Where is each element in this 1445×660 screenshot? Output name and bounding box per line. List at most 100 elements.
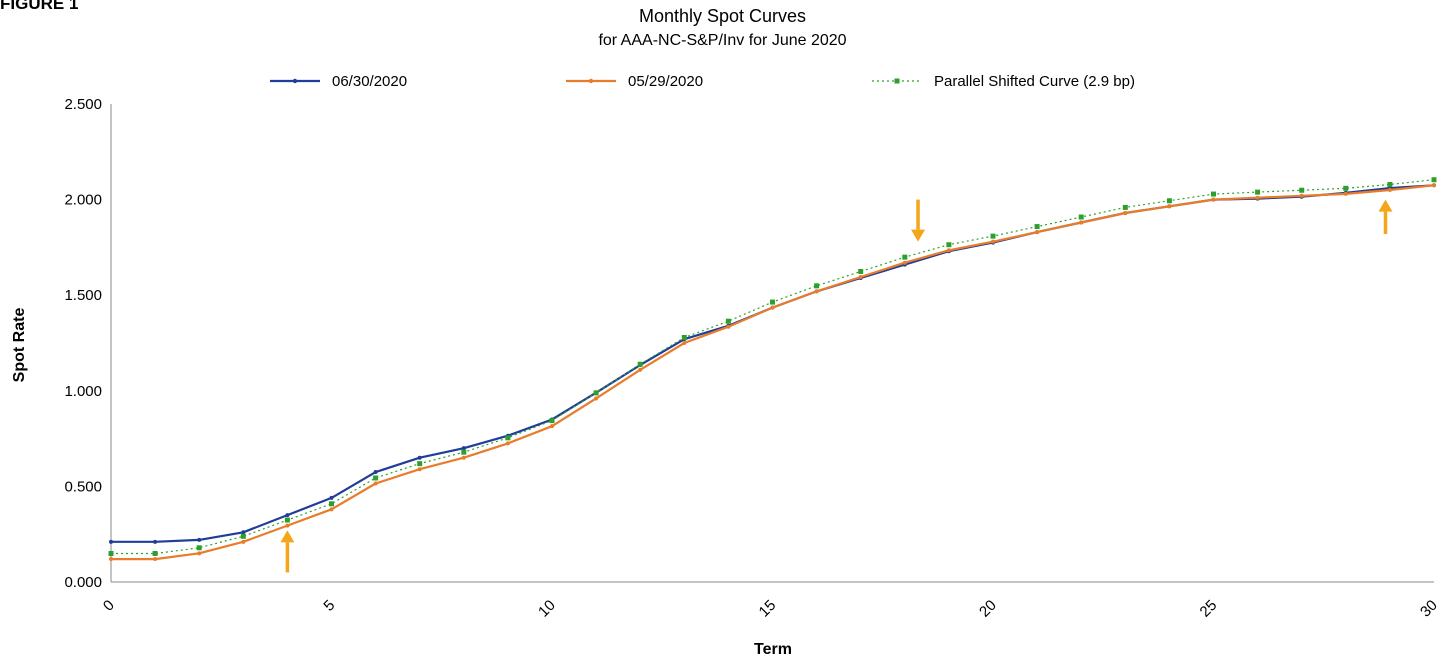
- data-point: [990, 233, 996, 239]
- data-point: [417, 467, 422, 472]
- data-point: [329, 501, 334, 507]
- legend-label: 06/30/2020: [332, 73, 407, 90]
- data-point: [197, 537, 202, 542]
- data-point: [1078, 214, 1084, 220]
- chart-axes: 0.000 0.500 1.000 1.500 2.000 2.500 0 5 10 15 20 25…: [64, 96, 1440, 621]
- annotation-arrow-up: [280, 530, 295, 573]
- data-point: [197, 551, 202, 556]
- data-point: [240, 533, 246, 539]
- data-point: [770, 299, 775, 305]
- annotation-arrow-down: [911, 199, 926, 242]
- data-point: [373, 481, 378, 486]
- data-point: [417, 461, 423, 467]
- data-point: [637, 361, 643, 367]
- data-point: [594, 396, 599, 401]
- series-2: [109, 183, 1436, 562]
- x-tick-label: 5: [320, 597, 338, 615]
- data-point: [241, 530, 246, 535]
- data-point: [329, 507, 334, 512]
- x-tick-label: 30: [1417, 597, 1441, 621]
- data-point: [196, 545, 202, 551]
- legend-label: 05/29/2020: [628, 73, 703, 90]
- chart-annotations: [280, 199, 1393, 573]
- data-point: [1343, 191, 1348, 196]
- x-tick-label: 20: [976, 597, 1000, 621]
- chart-subtitle: for AAA-NC-S&P/Inv for June 2020: [598, 32, 847, 49]
- y-tick-label: 0.500: [64, 478, 102, 495]
- chart-title: Monthly Spot Curves: [638, 6, 807, 26]
- data-point: [373, 475, 379, 481]
- data-point: [550, 424, 554, 429]
- legend-item-3: Parallel Shifted Curve (2.9 bp): [872, 73, 1135, 90]
- data-point: [1034, 224, 1040, 230]
- series-1: [109, 183, 1436, 544]
- x-tick-label: 15: [756, 597, 780, 621]
- data-point: [1431, 177, 1437, 183]
- y-axis-label: Spot Rate: [11, 308, 28, 383]
- x-tick-label: 0: [100, 597, 118, 615]
- data-point: [1122, 204, 1128, 210]
- data-point: [153, 557, 158, 562]
- data-point: [1123, 210, 1128, 215]
- data-point: [417, 455, 422, 460]
- chart-series: [108, 177, 1437, 562]
- x-tick-label: 25: [1197, 597, 1221, 621]
- data-point: [284, 517, 290, 523]
- data-point: [814, 289, 819, 294]
- y-tick-label: 0.000: [64, 574, 102, 591]
- data-point: [1166, 198, 1172, 204]
- arrow-head: [280, 530, 295, 543]
- data-point: [902, 260, 907, 265]
- series-line: [111, 179, 1435, 555]
- legend-swatch-marker: [292, 78, 298, 84]
- data-point: [770, 305, 775, 310]
- series-3: [108, 177, 1437, 557]
- x-axis-label: Term: [754, 641, 792, 658]
- data-point: [858, 275, 863, 280]
- figure-label: FIGURE 1: [0, 0, 79, 13]
- series-line: [111, 184, 1435, 543]
- data-point: [241, 539, 246, 544]
- data-point: [329, 495, 334, 500]
- data-point: [1211, 197, 1216, 202]
- legend-label: Parallel Shifted Curve (2.9 bp): [934, 73, 1135, 90]
- data-point: [593, 390, 599, 396]
- data-point: [1255, 189, 1261, 195]
- data-point: [946, 242, 952, 248]
- data-point: [1079, 220, 1084, 225]
- data-point: [285, 523, 290, 528]
- data-point: [461, 449, 467, 455]
- data-point: [1343, 185, 1349, 191]
- data-point: [109, 539, 113, 544]
- data-point: [1387, 181, 1393, 187]
- data-point: [1255, 195, 1260, 200]
- data-point: [461, 446, 466, 451]
- data-point: [505, 435, 511, 441]
- data-point: [152, 551, 158, 557]
- data-point: [814, 283, 820, 289]
- data-point: [153, 539, 158, 544]
- data-point: [858, 268, 864, 274]
- legend-item-2: 05/29/2020: [566, 73, 703, 90]
- series-line: [111, 184, 1435, 561]
- data-point: [373, 470, 378, 475]
- annotation-arrow-up: [1378, 199, 1393, 235]
- data-point: [1035, 230, 1040, 235]
- data-point: [726, 324, 731, 329]
- data-point: [1387, 188, 1392, 193]
- data-point: [108, 551, 114, 557]
- data-point: [285, 513, 290, 518]
- data-point: [1299, 187, 1305, 193]
- data-point: [991, 239, 995, 244]
- data-point: [505, 441, 510, 446]
- data-point: [549, 418, 555, 424]
- data-point: [109, 557, 113, 562]
- data-point: [461, 455, 466, 460]
- y-tick-label: 1.500: [64, 287, 102, 304]
- data-point: [1167, 204, 1172, 209]
- data-point: [902, 254, 908, 260]
- data-point: [1211, 191, 1216, 197]
- arrow-head: [911, 229, 926, 242]
- legend-swatch-marker: [588, 78, 594, 84]
